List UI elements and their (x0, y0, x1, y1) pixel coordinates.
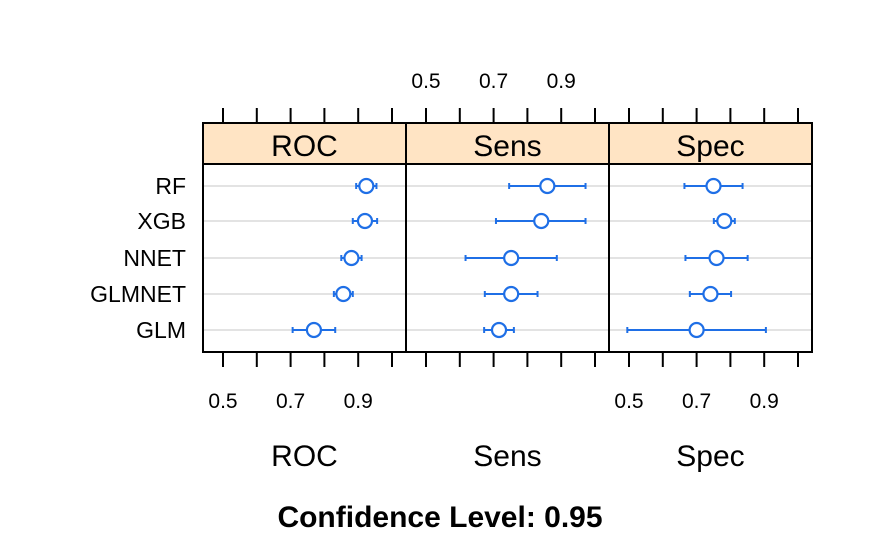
point-roc-rf (358, 177, 375, 195)
chart-caption: Confidence Level: 0.95 (277, 501, 602, 534)
point-roc-glm (305, 321, 323, 339)
row-labels: RF XGB NNET GLMNET GLM (90, 173, 186, 343)
point-roc-nnet (343, 249, 360, 267)
tick-label-bottom-spec-2: 0.9 (750, 390, 779, 413)
x-axis-label-roc: ROC (271, 440, 338, 473)
point-roc-glmnet (335, 285, 352, 303)
axes-layer: 0.5 0.7 0.9 0.5 0.7 0.9 0.5 0.7 0.9 ROC Sens Spec (208, 70, 799, 473)
data-marks (291, 177, 767, 339)
point-roc-xgb (356, 212, 374, 230)
point-sens-glm (490, 321, 508, 339)
point-sens-glmnet (503, 285, 520, 303)
point-spec-xgb (716, 212, 733, 230)
point-sens-xgb (533, 212, 550, 230)
point-spec-glm (688, 321, 705, 339)
strip-label-sens: Sens (473, 130, 541, 163)
tick-label-top-sens-2: 0.9 (547, 70, 576, 93)
point-spec-nnet (708, 249, 725, 267)
tick-label-bottom-roc-2: 0.9 (344, 390, 373, 413)
tick-label-bottom-roc-1: 0.7 (276, 390, 305, 413)
tick-label-bottom-spec-1: 0.7 (682, 390, 711, 413)
row-label-nnet: NNET (123, 245, 186, 271)
tick-label-top-sens-0: 0.5 (411, 70, 440, 93)
panels-layer: ROC Sens Spec (202, 122, 813, 353)
strip-label-roc: ROC (271, 130, 338, 163)
tick-label-bottom-spec-0: 0.5 (614, 390, 643, 413)
point-spec-glmnet (702, 285, 719, 303)
strip-spec (609, 123, 812, 164)
strip-label-spec: Spec (676, 130, 744, 163)
row-label-glm: GLM (136, 317, 186, 343)
point-spec-rf (705, 177, 722, 195)
tick-label-top-sens-1: 0.7 (479, 70, 508, 93)
tick-label-bottom-roc-0: 0.5 (208, 390, 237, 413)
strip-roc (203, 123, 406, 164)
strip-sens (406, 123, 609, 164)
panel-frame-spec (608, 122, 813, 353)
x-axis-label-sens: Sens (473, 440, 541, 473)
x-axis-label-spec: Spec (676, 440, 744, 473)
point-sens-nnet (503, 249, 520, 267)
row-label-rf: RF (155, 173, 186, 199)
row-label-glmnet: GLMNET (90, 281, 186, 307)
row-label-xgb: XGB (137, 208, 186, 234)
point-sens-rf (539, 177, 556, 195)
